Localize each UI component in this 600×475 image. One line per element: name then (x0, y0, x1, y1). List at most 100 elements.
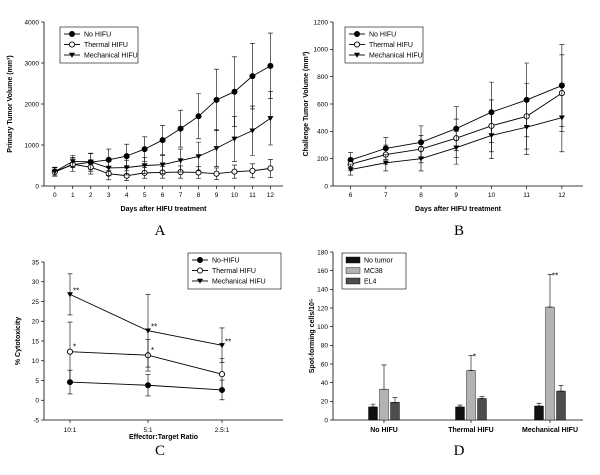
panel-label: A (155, 223, 166, 239)
error-bar (468, 355, 474, 371)
y-tick-label: 600 (317, 101, 328, 108)
y-tick-label: 15 (32, 338, 40, 345)
data-point (231, 136, 238, 142)
y-axis-label: Primary Tumor Volume (mm³) (7, 55, 14, 152)
data-point (218, 371, 226, 378)
legend-label: Mechanical HIFU (369, 53, 423, 60)
bar (545, 306, 555, 421)
error-bar (457, 404, 463, 408)
legend-marker (353, 41, 361, 48)
data-point (195, 154, 202, 160)
bar (390, 402, 400, 421)
y-axis-label: Spot-forming cells/10⁵ (309, 299, 316, 373)
significance-marker: ** (225, 337, 231, 346)
data-point (123, 165, 130, 171)
series-line (69, 293, 223, 346)
chart-panel-C: -5 0 5 10 15 20 25 30 35 % Cytotoxicity 10:1 5:1 2.5… (15, 252, 283, 459)
y-tick-label: 140 (317, 287, 328, 294)
legend-label: No HIFU (84, 32, 111, 39)
data-point (177, 125, 184, 132)
y-tick-label: 3000 (25, 60, 40, 67)
x-tick-label: 11 (249, 192, 256, 199)
legend-marker (196, 256, 203, 263)
x-tick-label: 4 (125, 192, 129, 199)
y-tick-label: 10 (32, 358, 40, 365)
bar (477, 398, 487, 421)
legend-label: No-HIFU (212, 258, 240, 265)
data-point (141, 163, 148, 169)
data-point (177, 158, 184, 164)
series-el4 (390, 385, 566, 421)
x-tick-label: 10 (488, 192, 496, 199)
legend-label: Mechanical HIFU (84, 53, 138, 60)
bar (455, 406, 465, 421)
x-tick-label: Mechanical HIFU (522, 427, 578, 434)
y-tick-label: 40 (321, 380, 329, 387)
error-bar (381, 364, 387, 390)
bar (379, 389, 389, 421)
data-point (51, 169, 58, 175)
x-tick-label: Thermal HIFU (448, 427, 494, 434)
chart-panel-B: 0 200 400 600 800 1000 1200 Challenge Tumor Vol… (303, 19, 583, 239)
bar (368, 406, 378, 421)
significance-marker: ** (552, 271, 558, 280)
data-point (144, 382, 151, 389)
y-tick-label: 30 (32, 279, 40, 286)
error-bar (479, 396, 485, 399)
data-point (267, 62, 274, 69)
y-tick-label: 0 (35, 398, 39, 405)
y-axis-label: % Cytotoxicity (15, 317, 22, 365)
error-bar (558, 385, 564, 392)
legend-label: MC38 (364, 268, 383, 275)
legend-swatch (345, 277, 361, 285)
legend-swatch (345, 267, 361, 274)
data-point (488, 133, 495, 139)
series-mc38: *** (379, 271, 558, 421)
x-tick-label: 12 (267, 192, 275, 199)
legend-label: EL4 (364, 279, 377, 286)
data-point (231, 88, 238, 95)
x-tick-label: 7 (179, 192, 183, 199)
data-point (213, 146, 220, 152)
y-tick-label: 120 (317, 305, 328, 312)
x-tick-label: 10:1 (64, 427, 77, 434)
legend-label: Thermal HIFU (369, 42, 413, 49)
data-point (418, 156, 425, 162)
data-point (195, 113, 202, 120)
series-mechanical-hifu (51, 91, 274, 177)
significance-marker: * (73, 343, 76, 352)
x-tick-label: 8 (419, 192, 423, 199)
panel-label: B (454, 223, 464, 239)
x-axis-label: Days after HIFU treatment (121, 206, 208, 213)
chart-panel-D: 0 20 40 60 80 100 120 140 160 180 Spot-forming cel… (309, 249, 583, 459)
error-bar (536, 402, 542, 407)
y-tick-label: 20 (32, 319, 40, 326)
y-tick-label: 1200 (314, 19, 329, 26)
x-tick-label: 6 (349, 192, 353, 199)
data-point (159, 162, 166, 168)
legend-marker (69, 30, 76, 37)
legend-label: Mechanical HIFU (212, 279, 266, 286)
legend-label: Thermal HIFU (84, 42, 128, 49)
panel-label: C (155, 443, 165, 459)
y-tick-label: 25 (32, 299, 40, 306)
data-point (249, 73, 256, 80)
legend-marker (196, 267, 204, 274)
x-tick-label: 2.5:1 (215, 427, 230, 434)
bar (466, 370, 476, 421)
legend-marker (69, 52, 75, 58)
panel-label: D (454, 443, 465, 459)
x-tick-label: 7 (384, 192, 388, 199)
legend-marker (197, 278, 203, 284)
legend: No-HIFU Thermal HIFU Mechanical HIFU (187, 252, 282, 290)
legend: No tumor MC38 EL4 (341, 252, 407, 290)
legend-label: Thermal HIFU (212, 268, 256, 275)
y-tick-label: 60 (321, 361, 329, 368)
data-point (453, 145, 460, 151)
legend-label: No tumor (364, 258, 393, 265)
legend-swatch (345, 256, 361, 264)
y-tick-label: 80 (321, 343, 329, 350)
legend-marker (353, 30, 360, 37)
significance-marker: * (473, 353, 476, 362)
